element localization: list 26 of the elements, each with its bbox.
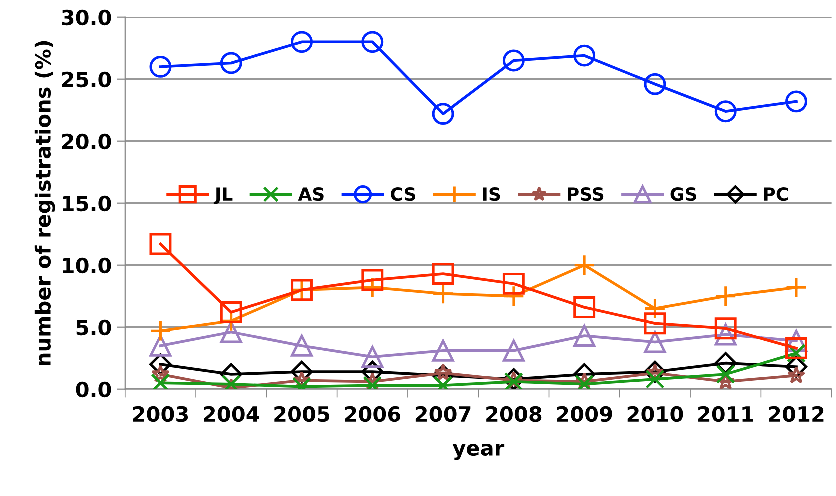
y-tick-label: 10.0 bbox=[63, 258, 112, 274]
x-tick-label: 2008 bbox=[486, 406, 542, 422]
y-tick-label: 25.0 bbox=[62, 72, 112, 88]
legend-label: IS bbox=[483, 188, 500, 202]
x-tick-label: 2009 bbox=[557, 406, 612, 422]
x-tick-label: 2011 bbox=[698, 406, 754, 422]
y-axis-title: number of registrations (%) bbox=[34, 41, 56, 366]
y-tick-label: 0.0 bbox=[76, 382, 112, 398]
legend-label: CS bbox=[391, 188, 416, 202]
x-tick-label: 2003 bbox=[133, 406, 188, 422]
legend-label: JL bbox=[214, 188, 233, 205]
legend-label: GS bbox=[670, 188, 696, 202]
y-tick-label: 15.0 bbox=[63, 196, 112, 212]
x-tick-label: 2004 bbox=[204, 406, 260, 422]
legend-label: AS bbox=[298, 188, 324, 202]
y-tick-label: 5.0 bbox=[76, 320, 112, 336]
x-tick-label: 2007 bbox=[416, 406, 471, 422]
x-tick-label: 2006 bbox=[345, 406, 401, 422]
x-tick-label: 2012 bbox=[769, 406, 824, 422]
x-axis-title: year bbox=[452, 444, 505, 460]
y-tick-label: 20.0 bbox=[62, 134, 112, 150]
legend-label: PSS bbox=[568, 188, 604, 202]
x-tick-label: 2005 bbox=[274, 406, 330, 422]
y-tick-label: 30.0 bbox=[62, 10, 112, 26]
x-tick-label: 2010 bbox=[628, 406, 684, 422]
legend-label: PC bbox=[764, 188, 788, 202]
